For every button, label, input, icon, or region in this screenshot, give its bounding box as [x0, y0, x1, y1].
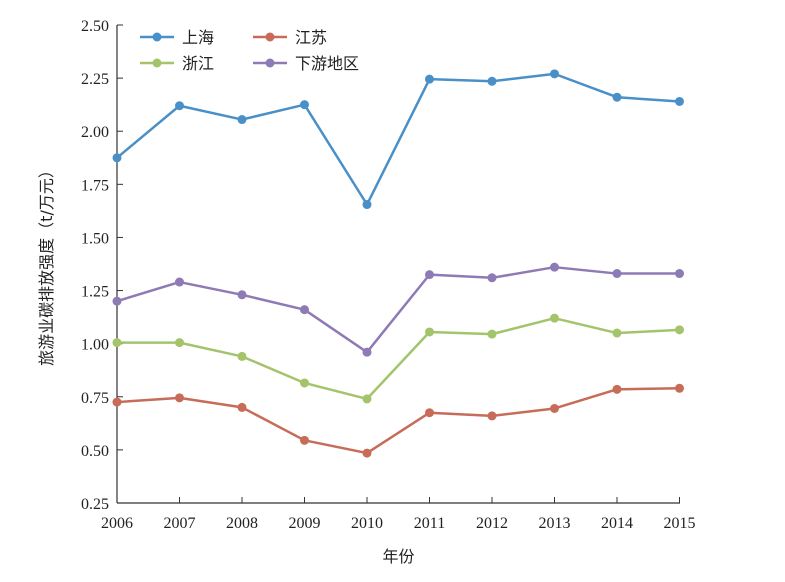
legend-swatch-marker [265, 32, 275, 42]
y-tick-label: 2.00 [81, 124, 109, 141]
data-point [550, 262, 559, 272]
data-point [112, 153, 122, 163]
x-axis-title: 年份 [382, 547, 414, 566]
y-tick-label: 0.75 [81, 390, 109, 407]
data-point [112, 296, 122, 306]
x-axis-ticks: 2006 2007 2008 2009 2010 2011 2012 2013 2014 2015 [101, 497, 696, 532]
legend-item: 上海 [140, 28, 214, 47]
data-point [237, 351, 247, 361]
data-point [550, 313, 559, 323]
x-tick-label: 2014 [601, 515, 633, 532]
y-tick-label: 1.00 [81, 337, 109, 354]
data-point [612, 328, 622, 338]
x-tick-label: 2011 [414, 515, 445, 532]
data-point [300, 305, 309, 315]
data-point [487, 273, 497, 283]
series-line [116, 72, 680, 206]
y-tick-label: 2.25 [81, 71, 109, 88]
data-point [362, 347, 372, 357]
data-point [112, 338, 122, 348]
data-point [425, 408, 434, 418]
legend-item: 江苏 [253, 28, 327, 47]
x-tick-label: 2006 [101, 515, 133, 532]
series-line [116, 387, 680, 455]
y-tick-label: 0.50 [81, 443, 109, 460]
data-point [175, 393, 184, 403]
legend-label: 江苏 [295, 28, 327, 47]
y-axis-ticks: 0.25 0.50 0.75 1.00 1.25 1.50 1.75 2.00 2.25 2.50 [81, 18, 123, 513]
y-tick-label: 1.50 [81, 230, 109, 247]
data-point [487, 411, 497, 421]
data-point [550, 69, 559, 79]
data-point [237, 290, 247, 300]
data-point [487, 329, 497, 339]
x-tick-label: 2010 [351, 515, 383, 532]
data-point [425, 327, 434, 337]
data-point [675, 383, 684, 393]
legend-label: 浙江 [182, 54, 214, 73]
data-point [612, 384, 622, 394]
data-point [675, 96, 684, 106]
x-tick-label: 2009 [289, 515, 321, 532]
data-point [300, 378, 309, 388]
series-0 [112, 69, 684, 210]
data-point [300, 435, 309, 445]
data-point [425, 74, 434, 84]
x-tick-label: 2008 [226, 515, 258, 532]
data-point [175, 101, 184, 111]
series-3 [112, 262, 684, 357]
data-point [550, 403, 559, 413]
axes [116, 25, 680, 504]
data-point [612, 269, 622, 279]
series-1 [112, 383, 684, 458]
data-point [237, 402, 247, 412]
data-point [175, 338, 184, 348]
legend-label: 上海 [182, 28, 214, 47]
legend-item: 浙江 [140, 54, 214, 73]
y-tick-label: 1.75 [81, 177, 109, 194]
y-tick-label: 0.25 [81, 496, 109, 513]
x-tick-label: 2007 [164, 515, 196, 532]
data-point [612, 92, 622, 102]
series-2 [112, 313, 684, 404]
data-point [175, 277, 184, 287]
x-tick-label: 2015 [664, 515, 696, 532]
legend-label: 下游地区 [295, 54, 359, 73]
series-layer [112, 69, 684, 458]
legend-swatch-marker [265, 58, 275, 68]
data-point [362, 394, 372, 404]
data-point [237, 115, 247, 125]
legend-swatch-marker [152, 32, 162, 42]
y-axis-title: 旅游业碳排放强度（t/万元） [37, 162, 56, 366]
y-tick-label: 1.25 [81, 284, 109, 301]
data-point [675, 269, 684, 279]
series-line [116, 265, 680, 354]
legend-swatch-marker [152, 58, 162, 68]
x-tick-label: 2013 [539, 515, 571, 532]
series-line [117, 316, 680, 401]
data-point [675, 325, 684, 335]
legend-item: 下游地区 [253, 54, 359, 73]
data-point [487, 76, 497, 86]
data-point [300, 100, 309, 110]
y-tick-label: 2.50 [81, 18, 109, 35]
data-point [362, 448, 372, 458]
data-point [112, 397, 122, 407]
data-point [362, 200, 372, 210]
x-tick-label: 2012 [476, 515, 508, 532]
data-point [425, 270, 434, 280]
